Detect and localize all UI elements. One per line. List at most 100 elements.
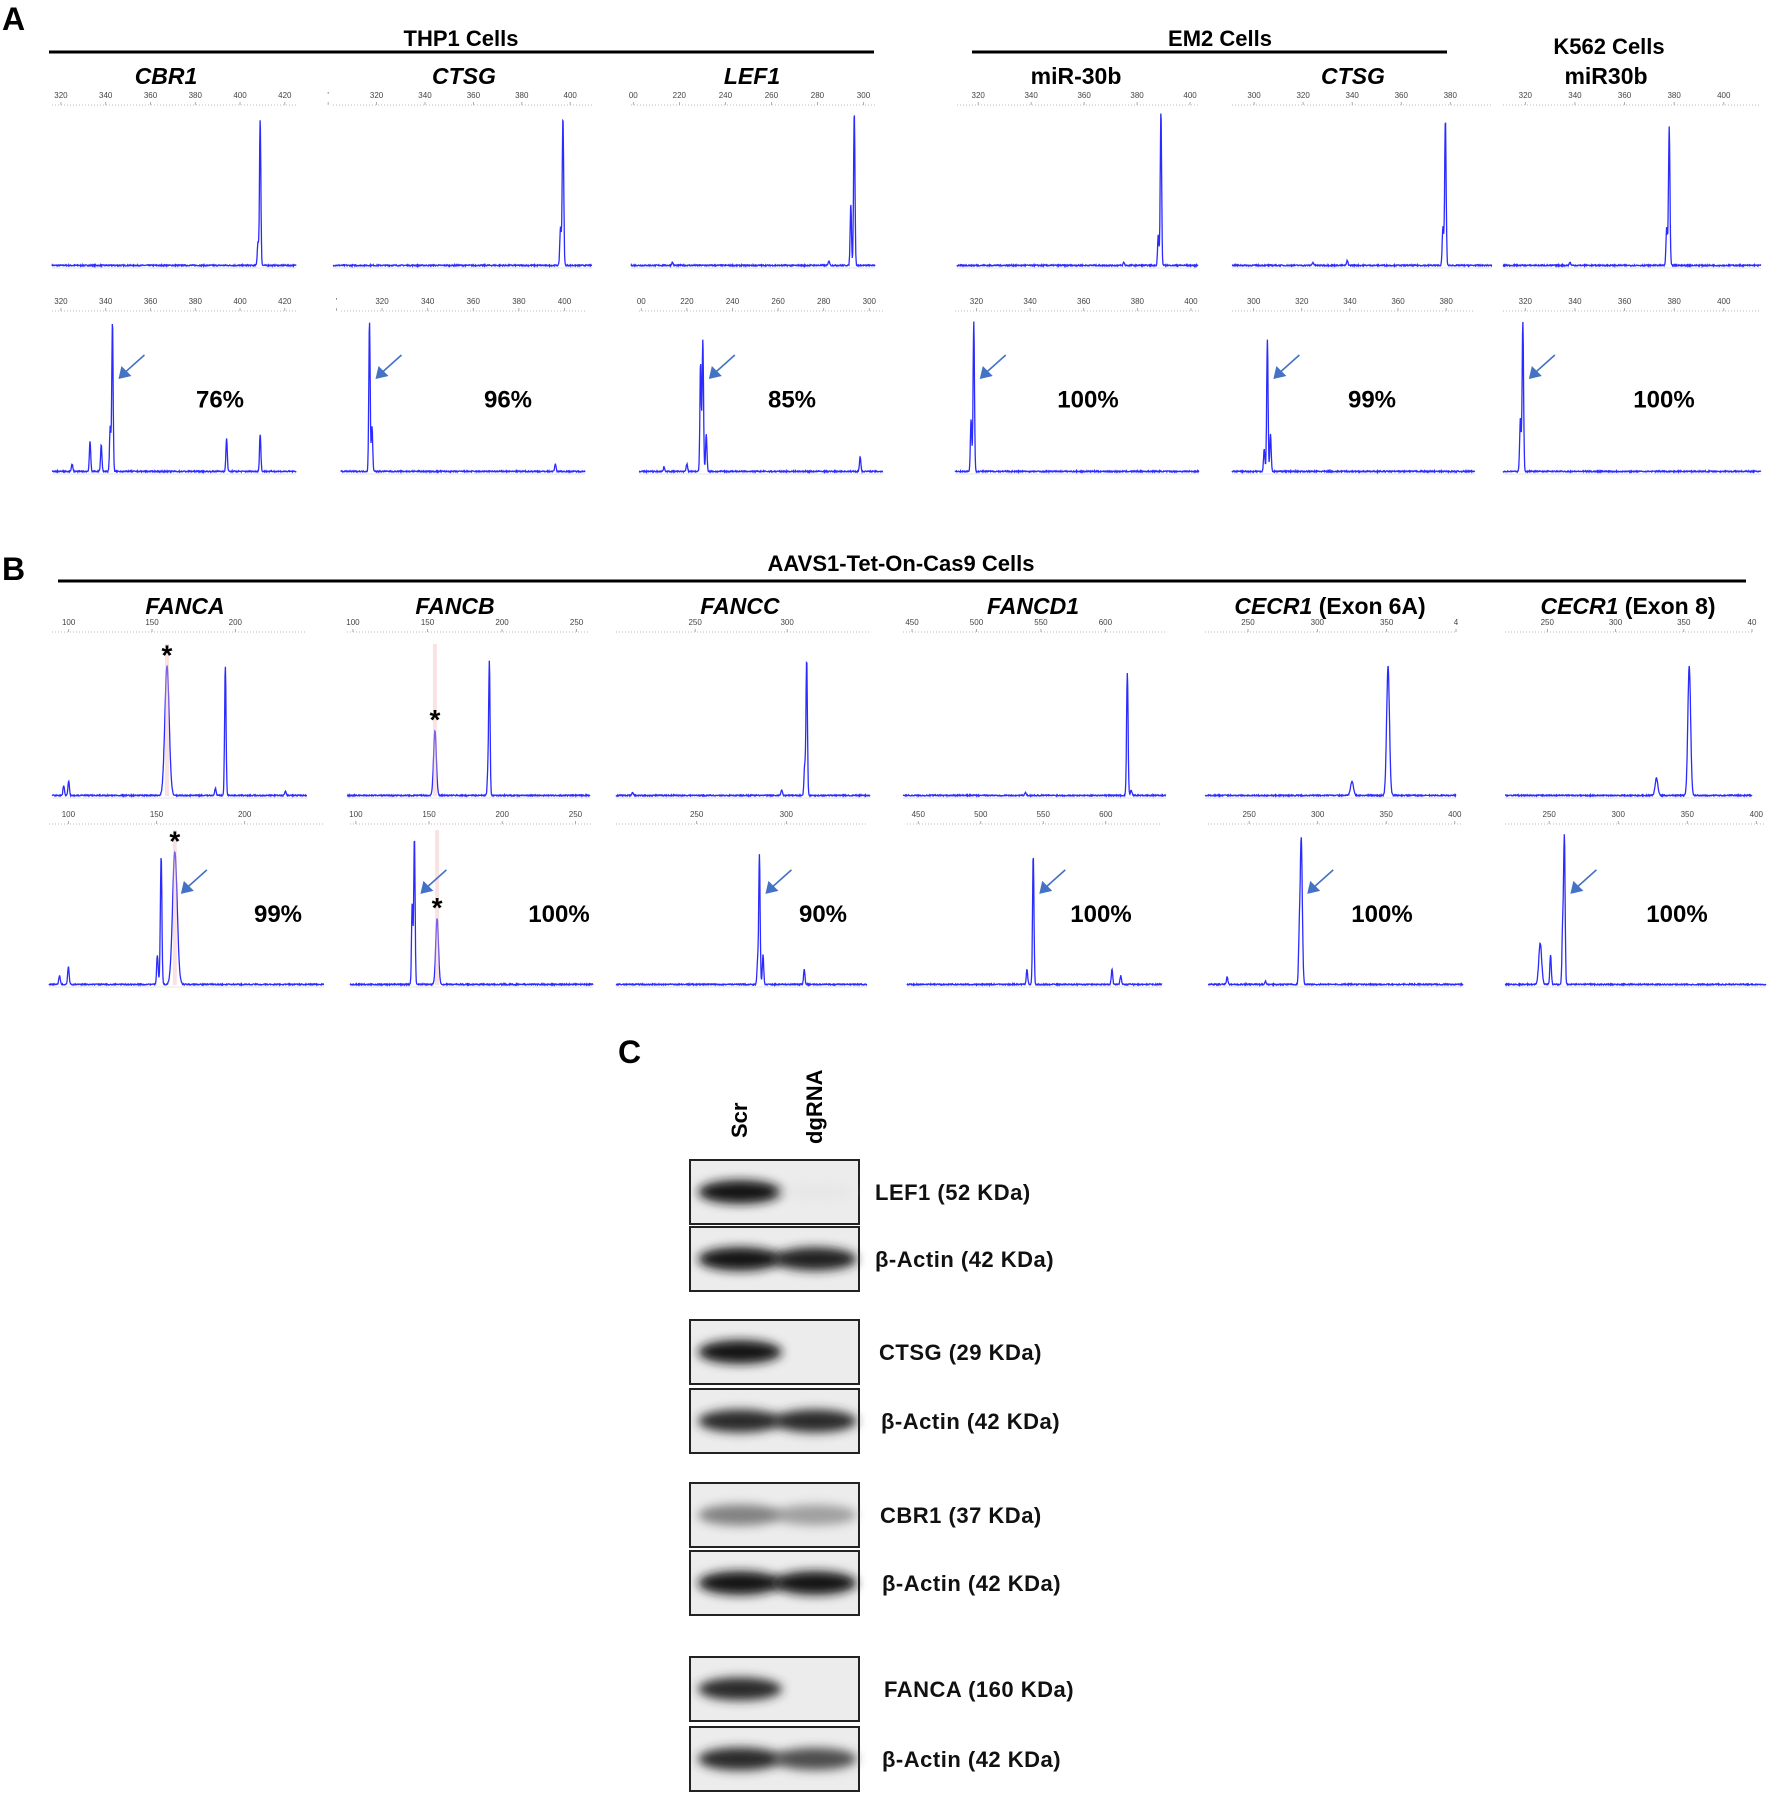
protein-band <box>698 1504 782 1526</box>
trace-panel-a-top-ctsg: ' 320 340 360 380 400 <box>327 91 593 269</box>
tick-label: 250 <box>1241 618 1255 627</box>
tick-label: 400 <box>558 297 572 306</box>
blot-strip <box>689 1319 860 1385</box>
tick-label: 340 <box>1568 297 1582 306</box>
blot-strip <box>689 1388 860 1454</box>
tick-label: 150 <box>145 618 159 627</box>
tick-label: 240 <box>719 91 733 100</box>
arrow-icon <box>1273 354 1300 379</box>
tick-label: 280 <box>817 297 831 306</box>
tick-label: 200 <box>496 810 510 819</box>
protein-band <box>698 1677 782 1701</box>
asterisk-marker: * <box>432 892 443 923</box>
tick-label: 400 <box>1448 810 1462 819</box>
tick-label: 320 <box>1295 297 1309 306</box>
western-blots: LEF1 (52 KDa) β-Actin (42 KDa) CTSG (29 KD… <box>689 1159 1074 1792</box>
trace-panel-b-bot-cecr1-6a: 250 300 350 400 100% <box>1207 810 1464 988</box>
gene-title-cecr1-exon8-suffix: (Exon 8) <box>1618 593 1715 619</box>
tick-label: 360 <box>467 91 481 100</box>
trace-line <box>615 854 868 987</box>
editing-efficiency-label: 99% <box>1348 387 1396 414</box>
tick-label: 550 <box>1037 810 1051 819</box>
editing-efficiency-label: 76% <box>196 387 244 414</box>
trace-line <box>954 321 1200 475</box>
trace-line <box>1204 665 1457 798</box>
protein-band <box>698 1340 782 1364</box>
gene-title-cecr1-exon8: CECR1 (Exon 8) <box>1540 593 1715 619</box>
tick-label: 400 <box>233 91 247 100</box>
gene-title-cbr1: CBR1 <box>135 63 198 89</box>
tick-label: 150 <box>421 618 435 627</box>
blot-strip <box>689 1226 860 1292</box>
editing-efficiency-label: 100% <box>1057 387 1118 414</box>
blot-label: LEF1 (52 KDa) <box>875 1180 1031 1205</box>
tick-label: 320 <box>1519 91 1533 100</box>
tick-label: 250 <box>690 810 704 819</box>
tick-label: 380 <box>1131 297 1145 306</box>
gene-title-cecr1-exon6a-name: CECR1 <box>1234 593 1312 619</box>
tick-label: 320 <box>972 91 986 100</box>
tick-label: 100 <box>62 618 76 627</box>
protein-band <box>773 1504 857 1526</box>
arrow-icon <box>118 354 145 379</box>
tick-label: 380 <box>1130 91 1144 100</box>
protein-band <box>698 1571 782 1595</box>
trace-line <box>630 115 876 269</box>
panel-label-c: C <box>618 1034 641 1070</box>
editing-efficiency-label: 99% <box>254 901 302 928</box>
gene-title-k562-mir30b: miR30b <box>1564 63 1647 89</box>
tick-label: 280 <box>811 91 825 100</box>
protein-band <box>773 1182 857 1202</box>
tick-label: 320 <box>1296 91 1310 100</box>
trace-line <box>902 672 1167 798</box>
gene-title-cecr1-exon6a-line2: 6A) <box>1389 593 1426 619</box>
tick-label: 4 <box>1454 618 1459 627</box>
editing-efficiency-label: 85% <box>768 387 816 414</box>
trace-line <box>1231 339 1476 475</box>
trace-panel-a-top-mir30b: 320 340 360 380 400 <box>956 91 1199 269</box>
editing-efficiency-label: 96% <box>484 387 532 414</box>
tick-label: 340 <box>1023 297 1037 306</box>
trace-panel-b-top-fancb: 100 150 200 250 * <box>346 618 591 799</box>
trace-line <box>906 857 1163 988</box>
trace-line <box>1502 126 1762 269</box>
arrow-icon <box>1570 869 1597 894</box>
arrow-icon <box>765 869 792 894</box>
tick-label: 340 <box>99 297 113 306</box>
tick-label: 340 <box>418 91 432 100</box>
arrow-icon <box>1307 869 1334 894</box>
peak-highlight <box>172 830 177 985</box>
tick-label: 400 <box>1717 91 1731 100</box>
editing-efficiency-label: 100% <box>1351 901 1412 928</box>
tick-label: 380 <box>1439 297 1453 306</box>
protein-band <box>773 1571 857 1595</box>
tick-label: 360 <box>1618 91 1632 100</box>
tick-label: 200 <box>495 618 509 627</box>
tick-label: 350 <box>1380 618 1394 627</box>
tick-label: 340 <box>99 91 113 100</box>
protein-band <box>773 1747 857 1771</box>
trace-panel-a-top-cbr1: 320 340 360 380 400 420 <box>51 91 297 269</box>
tick-label: 380 <box>1667 91 1681 100</box>
trace-line <box>349 840 594 987</box>
tick-label: 360 <box>144 297 158 306</box>
tick-label: 300 <box>1311 810 1325 819</box>
trace-line <box>1207 837 1464 988</box>
tick-label: 420 <box>278 91 292 100</box>
tick-label: 400 <box>1184 297 1198 306</box>
tick-label: 320 <box>375 297 389 306</box>
trace-panel-b-top-fancd1: 450 500 550 600 <box>902 618 1167 799</box>
tick-label: 340 <box>1568 91 1582 100</box>
trace-line <box>1504 665 1753 798</box>
trace-line <box>51 665 307 799</box>
blot-strip <box>689 1726 860 1792</box>
protein-band <box>698 1180 782 1204</box>
tick-label: 340 <box>1024 91 1038 100</box>
protein-band <box>773 1409 857 1433</box>
trace-line <box>638 339 884 475</box>
tick-label: 340 <box>421 297 435 306</box>
arrow-icon <box>1039 869 1066 894</box>
tick-label: 200 <box>229 618 243 627</box>
tick-label: ' <box>336 297 338 306</box>
blot-label: β-Actin (42 KDa) <box>875 1247 1054 1272</box>
